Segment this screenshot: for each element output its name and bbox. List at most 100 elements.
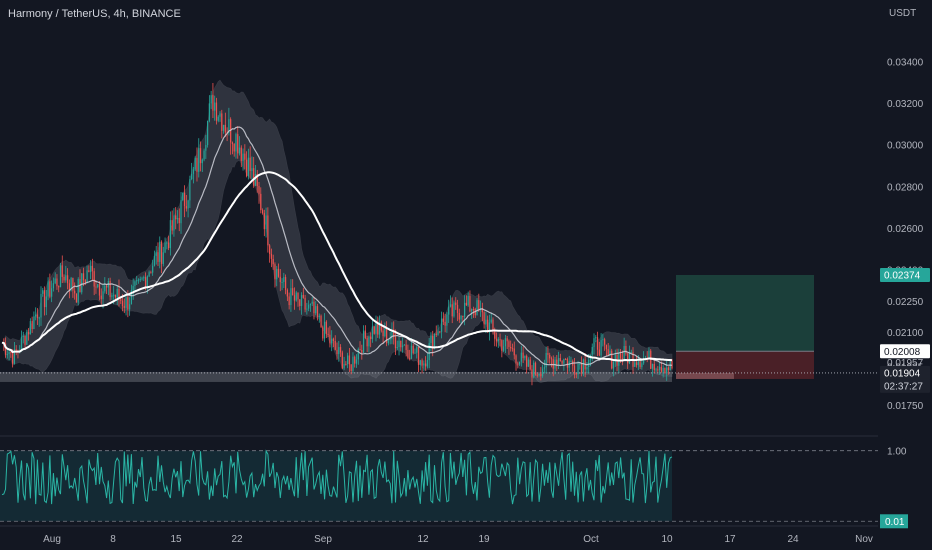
candle[interactable] [345, 363, 347, 365]
candle[interactable] [653, 363, 655, 371]
candle[interactable] [267, 215, 269, 246]
candle[interactable] [501, 340, 503, 351]
candle[interactable] [293, 295, 296, 301]
candle[interactable] [409, 357, 411, 359]
candle[interactable] [660, 366, 662, 372]
candle[interactable] [54, 278, 56, 284]
candle[interactable] [283, 277, 285, 283]
candle[interactable] [173, 215, 175, 231]
candle[interactable] [201, 159, 203, 164]
candle[interactable] [33, 316, 35, 330]
candle[interactable] [455, 302, 457, 305]
candle[interactable] [639, 361, 641, 368]
candle[interactable] [128, 304, 131, 310]
candle[interactable] [573, 365, 576, 374]
candle[interactable] [306, 308, 308, 310]
candle[interactable] [320, 315, 322, 328]
candle[interactable] [472, 309, 475, 311]
candle[interactable] [13, 349, 16, 364]
candle[interactable] [524, 355, 526, 359]
candle[interactable] [276, 268, 278, 280]
candle[interactable] [596, 337, 599, 350]
candle[interactable] [152, 265, 154, 273]
candle[interactable] [325, 321, 327, 334]
candle[interactable] [316, 306, 319, 318]
candle[interactable] [543, 367, 546, 369]
support-zone[interactable] [0, 371, 672, 382]
candle[interactable] [593, 338, 595, 347]
candle[interactable] [141, 278, 143, 280]
candle[interactable] [24, 335, 26, 345]
candle[interactable] [121, 300, 124, 307]
candle[interactable] [198, 148, 200, 172]
candle[interactable] [90, 265, 92, 273]
candle[interactable] [72, 277, 74, 291]
candle[interactable] [65, 275, 67, 281]
candle[interactable] [86, 270, 88, 283]
candle[interactable] [350, 364, 352, 371]
candle[interactable] [286, 290, 288, 297]
candle[interactable] [658, 366, 661, 370]
candle[interactable] [357, 349, 359, 360]
candle[interactable] [435, 333, 437, 335]
candle[interactable] [485, 319, 487, 325]
candle[interactable] [143, 277, 145, 279]
candle[interactable] [394, 337, 397, 349]
candle[interactable] [393, 329, 395, 338]
candle[interactable] [120, 299, 122, 301]
candle[interactable] [205, 145, 207, 151]
candle[interactable] [453, 302, 455, 317]
candle[interactable] [494, 329, 496, 339]
candle[interactable] [556, 359, 558, 366]
candle[interactable] [478, 300, 480, 310]
candle[interactable] [444, 321, 446, 326]
candle[interactable] [251, 168, 253, 172]
candle[interactable] [98, 284, 101, 296]
candle[interactable] [582, 359, 584, 373]
candle[interactable] [490, 319, 492, 323]
candle[interactable] [100, 295, 102, 300]
candle[interactable] [533, 362, 535, 378]
candle[interactable] [391, 329, 393, 340]
candle[interactable] [199, 148, 202, 164]
candle[interactable] [329, 334, 331, 344]
candle[interactable] [254, 174, 257, 186]
candle[interactable] [604, 339, 606, 345]
candle[interactable] [61, 265, 63, 277]
candle[interactable] [238, 147, 241, 154]
candle[interactable] [214, 102, 216, 111]
candle[interactable] [176, 218, 179, 220]
candle[interactable] [27, 332, 30, 335]
candle[interactable] [428, 343, 430, 361]
candle[interactable] [412, 345, 414, 354]
candle[interactable] [467, 296, 469, 306]
candle[interactable] [91, 265, 94, 272]
candle[interactable] [144, 277, 147, 288]
candle[interactable] [82, 273, 85, 281]
candle[interactable] [339, 347, 342, 353]
candle[interactable] [20, 336, 23, 351]
candle[interactable] [520, 352, 522, 362]
candle[interactable] [425, 363, 427, 367]
candle[interactable] [607, 349, 609, 356]
candle[interactable] [664, 368, 666, 374]
candle[interactable] [42, 290, 44, 294]
candle[interactable] [531, 369, 533, 378]
candle[interactable] [194, 157, 196, 170]
candle[interactable] [29, 321, 31, 335]
candle[interactable] [196, 157, 198, 172]
candle[interactable] [387, 340, 390, 344]
candle[interactable] [655, 369, 657, 371]
candle[interactable] [300, 295, 303, 306]
candle[interactable] [465, 302, 468, 306]
candle[interactable] [15, 349, 17, 352]
candle[interactable] [221, 113, 223, 131]
candle[interactable] [559, 358, 561, 362]
candle[interactable] [433, 333, 436, 350]
candle[interactable] [405, 344, 407, 350]
candle[interactable] [545, 353, 547, 368]
candle[interactable] [311, 301, 313, 304]
candle[interactable] [378, 322, 381, 335]
candle[interactable] [217, 116, 219, 121]
candle[interactable] [111, 295, 113, 297]
